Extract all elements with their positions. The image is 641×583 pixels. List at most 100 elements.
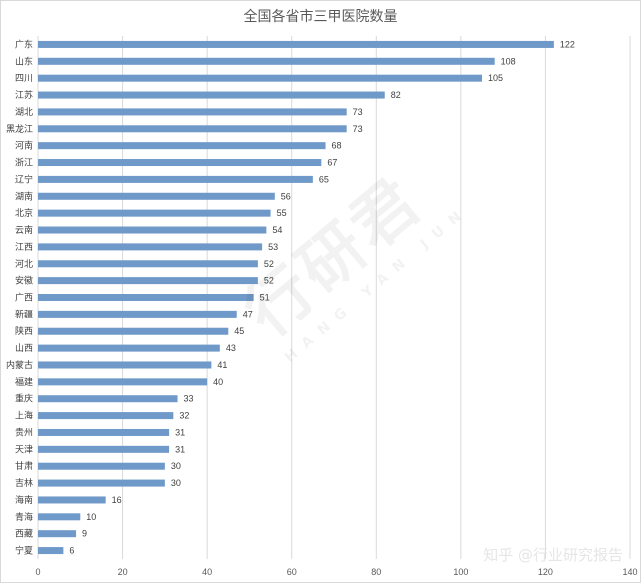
bar: [38, 530, 77, 538]
x-tick-label: 120: [538, 567, 553, 577]
data-label: 73: [353, 124, 363, 134]
data-label: 9: [82, 529, 87, 539]
x-tick-label: 140: [622, 567, 637, 577]
bar: [38, 344, 220, 352]
x-tick-label: 100: [453, 567, 468, 577]
bar: [38, 327, 229, 335]
data-label: 43: [226, 343, 236, 353]
data-label: 56: [281, 191, 291, 201]
bar: [38, 395, 178, 403]
category-label: 辽宁: [15, 173, 33, 185]
bar: [38, 192, 275, 200]
category-labels: 广东山东四川江苏湖北黑龙江河南浙江辽宁湖南北京云南江西河北安徽广西新疆陕西山西内…: [6, 38, 33, 556]
category-label: 河北: [15, 258, 33, 270]
bar: [38, 310, 237, 318]
data-label: 67: [327, 158, 337, 168]
category-label: 黑龙江: [6, 123, 33, 135]
bar: [38, 226, 267, 234]
bar: [38, 74, 482, 82]
data-labels: 122 108 105 82 73 73 68 67 65 56 55 54 53 52 52 51 47 45 4…: [69, 39, 575, 555]
data-label: 33: [184, 394, 194, 404]
bar: [38, 175, 313, 183]
bar: [38, 412, 174, 420]
category-label: 山东: [15, 55, 33, 67]
data-label: 55: [277, 208, 287, 218]
data-label: 65: [319, 174, 329, 184]
category-label: 北京: [15, 207, 33, 219]
data-label: 30: [171, 478, 181, 488]
category-label: 福建: [15, 376, 33, 388]
category-label: 江苏: [15, 89, 33, 101]
x-tick-label: 20: [118, 567, 128, 577]
category-label: 江西: [15, 242, 33, 253]
category-label: 宁夏: [15, 545, 33, 557]
axis-ticks: 0 20 40 60 80 100 120 140: [35, 567, 637, 577]
bar: [38, 209, 271, 217]
data-label: 30: [171, 461, 181, 471]
source-credit: 知乎 @行业研究报告: [483, 546, 623, 564]
x-tick-label: 60: [287, 567, 297, 577]
data-label: 16: [112, 495, 122, 505]
category-label: 山西: [15, 343, 33, 354]
bar: [38, 496, 106, 504]
category-label: 贵州: [15, 426, 33, 438]
category-label: 新疆: [15, 308, 33, 320]
bars: [38, 40, 554, 555]
data-label: 68: [332, 141, 342, 151]
category-label: 广东: [15, 38, 33, 50]
bar: [38, 277, 258, 285]
category-label: 安徽: [15, 275, 33, 287]
data-label: 82: [391, 90, 401, 100]
data-label: 52: [264, 259, 274, 269]
data-label: 54: [272, 225, 282, 235]
x-tick-label: 0: [35, 567, 40, 577]
bar: [38, 361, 212, 369]
category-label: 浙江: [15, 157, 33, 169]
category-label: 四川: [15, 74, 33, 84]
category-label: 云南: [15, 224, 33, 236]
bar: [38, 159, 322, 167]
data-label: 53: [268, 242, 278, 252]
category-label: 海南: [15, 494, 33, 506]
category-label: 吉林: [15, 477, 33, 489]
bar: [38, 462, 165, 470]
data-label: 47: [243, 309, 253, 319]
data-label: 31: [175, 444, 185, 454]
data-label: 41: [217, 360, 227, 370]
bar: [38, 40, 554, 48]
bar: [38, 479, 165, 487]
bar: [38, 445, 170, 453]
category-label: 广西: [15, 292, 33, 304]
x-tick-label: 40: [202, 567, 212, 577]
category-label: 陕西: [15, 325, 33, 337]
category-label: 青海: [15, 511, 33, 523]
data-label: 51: [260, 293, 270, 303]
category-label: 上海: [15, 410, 33, 422]
data-label: 52: [264, 276, 274, 286]
data-label: 45: [234, 326, 244, 336]
bar: [38, 142, 326, 150]
category-label: 甘肃: [15, 460, 33, 472]
data-label: 40: [213, 377, 223, 387]
data-label: 73: [353, 107, 363, 117]
bar: [38, 378, 208, 386]
category-label: 河南: [15, 140, 33, 152]
bar: [38, 91, 385, 99]
category-label: 湖北: [15, 107, 33, 118]
bar: [38, 513, 81, 521]
category-label: 西藏: [15, 528, 33, 540]
bar: [38, 125, 347, 133]
data-label: 108: [501, 56, 516, 66]
chart-title: 全国各省市三甲医院数量: [243, 9, 398, 25]
data-label: 6: [69, 546, 74, 556]
data-label: 32: [179, 411, 189, 421]
bar: [38, 547, 64, 555]
x-tick-label: 80: [371, 567, 381, 577]
category-label: 湖南: [15, 190, 33, 202]
bar: [38, 57, 495, 65]
data-label: 31: [175, 427, 185, 437]
data-label: 122: [560, 39, 575, 49]
data-label: 10: [86, 512, 96, 522]
bar: [38, 243, 263, 251]
